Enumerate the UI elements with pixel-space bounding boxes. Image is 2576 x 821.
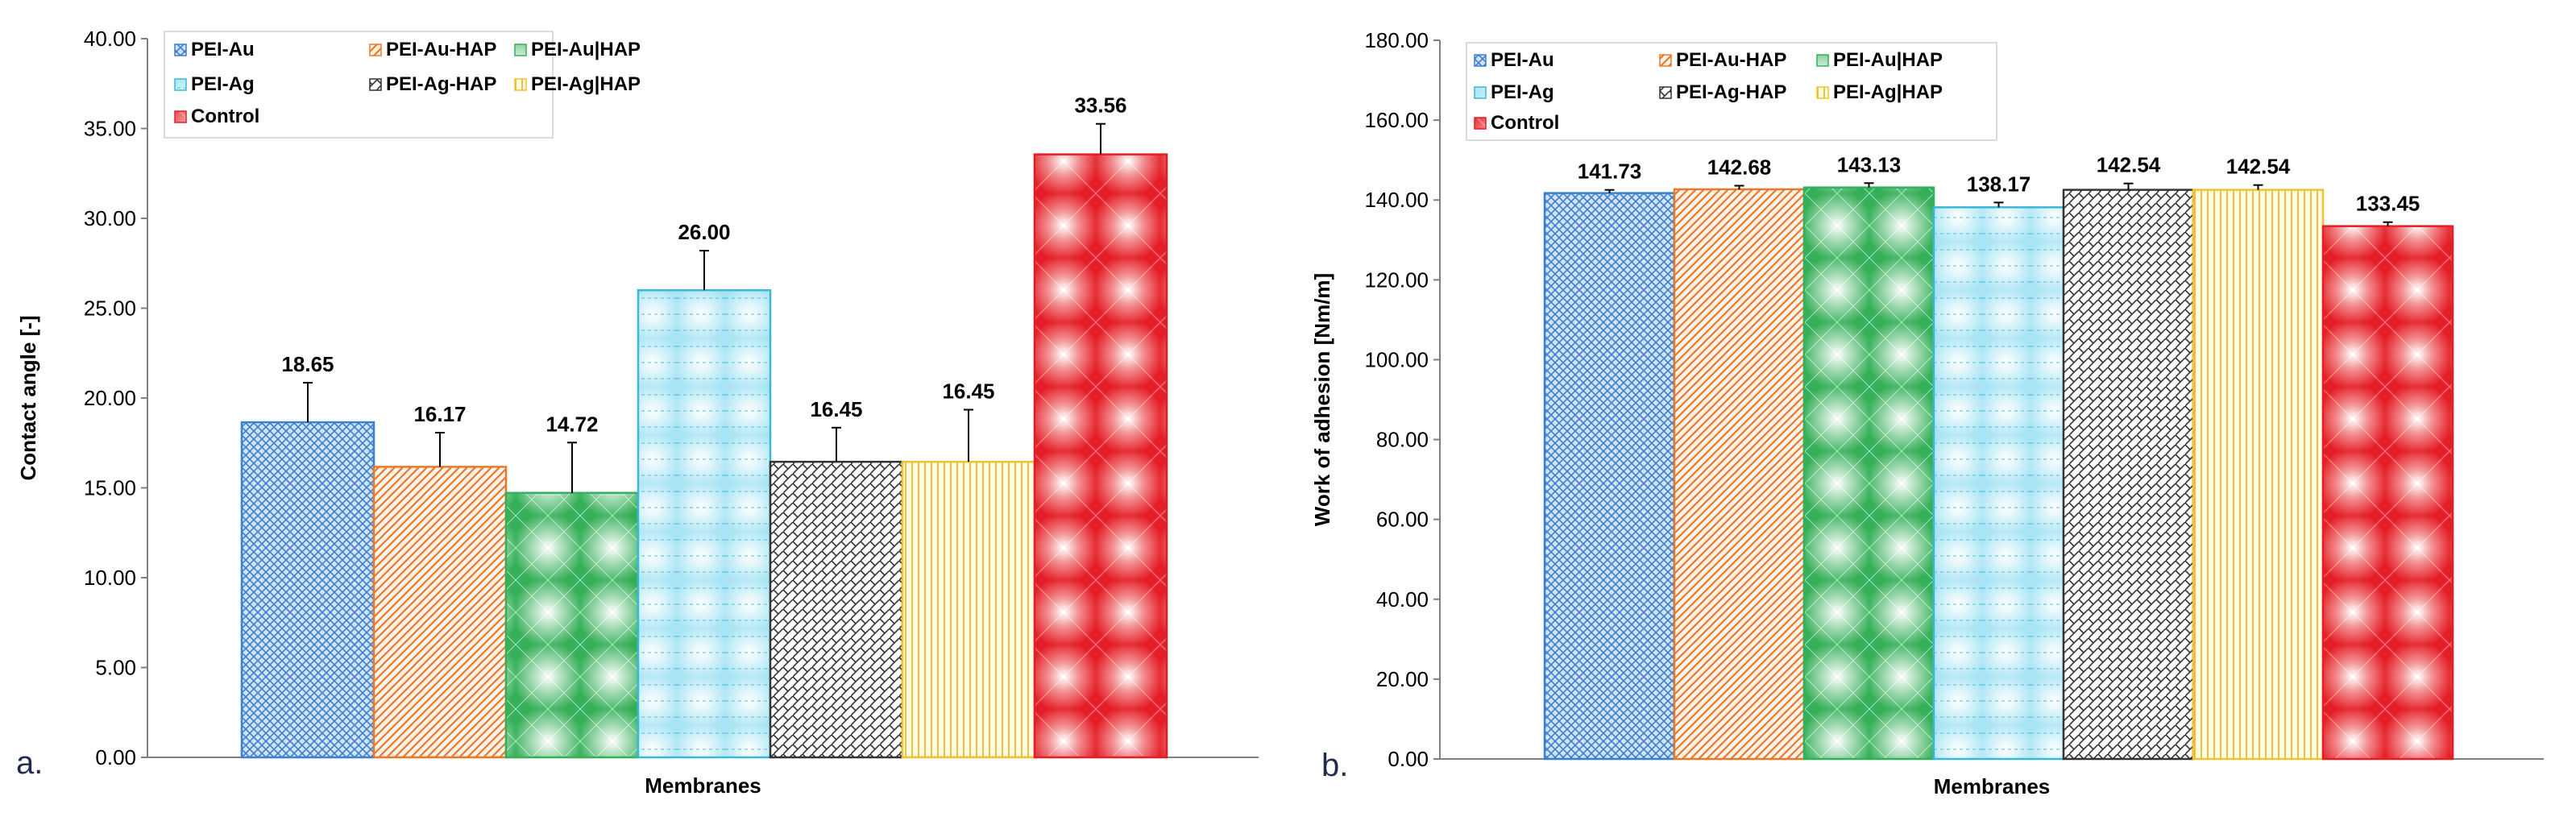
bar-control	[1033, 153, 1168, 759]
data-label: 33.56	[1074, 93, 1126, 118]
data-label: 16.17	[413, 402, 466, 426]
bar-pei-ag	[637, 288, 772, 759]
legend-label: PEI-Ag-HAP	[1676, 81, 1786, 103]
chart-panel-b: 0.00 20.00 40.00 60.00 80.00 100.00 120.00 140.…	[1310, 28, 2544, 798]
data-label: 138.17	[1967, 172, 2031, 196]
legend-swatch	[1659, 54, 1672, 67]
y-tick-label: 10.00	[84, 566, 136, 590]
panel-label: a.	[16, 745, 43, 781]
y-axis-title: Contact angle [-]	[16, 315, 40, 480]
legend-swatch	[174, 78, 187, 91]
bar-pei-au-hap	[504, 491, 640, 759]
legend-swatch	[369, 78, 382, 91]
legend-swatch	[514, 44, 527, 56]
bar-pei-ag	[1932, 206, 2065, 761]
panel-label: b.	[1321, 748, 1348, 783]
legend-label: PEI-Ag|HAP	[531, 73, 641, 95]
legend-label: PEI-Ag	[1491, 81, 1554, 103]
data-label: 143.13	[1837, 152, 1902, 176]
legend-label: PEI-Au|HAP	[1833, 49, 1943, 71]
legend-box	[164, 31, 554, 139]
legend-label: PEI-Au-HAP	[1676, 49, 1786, 71]
data-label: 133.45	[2356, 192, 2420, 216]
data-label: 18.65	[281, 352, 334, 376]
bar-pei-au-hap	[372, 466, 508, 759]
legend-label: PEI-Au|HAP	[531, 39, 641, 60]
bar-pei-ag-hap	[901, 460, 1036, 759]
x-axis-title: Membranes	[645, 773, 761, 798]
bar-pei-au	[1543, 192, 1676, 761]
legend-label: PEI-Ag|HAP	[1833, 81, 1943, 103]
bar-pei-ag-hap	[769, 460, 904, 759]
y-tick-label: 20.00	[1376, 667, 1429, 691]
legend-label: PEI-Ag-HAP	[386, 73, 496, 95]
y-tick-label: 35.00	[84, 117, 136, 141]
legend-swatch	[1474, 54, 1487, 67]
bar-pei-au-hap	[1673, 188, 1806, 761]
data-label: 142.54	[2226, 155, 2291, 179]
y-tick-label: 25.00	[84, 296, 136, 321]
data-label: 26.00	[678, 220, 730, 244]
legend-label: PEI-Au	[1491, 49, 1554, 71]
legend-swatch	[174, 110, 187, 123]
bar-pei-au-hap	[1802, 186, 1935, 761]
y-tick-label: 160.00	[1364, 108, 1429, 132]
data-label: 142.68	[1707, 155, 1772, 179]
y-tick-label: 180.00	[1364, 28, 1429, 52]
legend: PEI-Au PEI-Au-HAP PEI-Au|HAP PEI-Ag PEI-Ag-H…	[164, 31, 641, 139]
legend: PEI-Au PEI-Au-HAP PEI-Au|HAP PEI-Ag PEI-Ag-H…	[1466, 42, 1997, 141]
legend-label: Control	[191, 106, 259, 127]
y-tick-label: 80.00	[1376, 428, 1429, 452]
y-tick-label: 60.00	[1376, 508, 1429, 532]
legend-swatch	[1816, 86, 1829, 99]
y-tick-label: 140.00	[1364, 188, 1429, 212]
y-tick-label: 15.00	[84, 476, 136, 500]
bar-pei-ag-hap	[2062, 189, 2195, 761]
y-tick-label: 0.00	[1388, 747, 1429, 771]
chart-panel-a: 0.00 5.00 10.00 15.00 20.00 25.00 30.00 35.00 40…	[16, 27, 1259, 798]
legend-label: Control	[1491, 112, 1559, 134]
data-label: 142.54	[2097, 153, 2161, 177]
legend-swatch	[1816, 54, 1829, 67]
legend-label: PEI-Ag	[191, 73, 255, 95]
y-tick-label: 0.00	[95, 745, 136, 769]
bar-pei-au	[240, 421, 375, 759]
y-tick-label: 120.00	[1364, 267, 1429, 292]
data-label: 16.45	[942, 379, 994, 403]
x-axis-title: Membranes	[1934, 774, 2051, 798]
data-label: 141.73	[1578, 160, 1642, 184]
legend-label: PEI-Au-HAP	[386, 39, 496, 60]
legend-box	[1466, 42, 1997, 141]
y-tick-label: 40.00	[1376, 587, 1429, 612]
y-tick-label: 30.00	[84, 206, 136, 230]
legend-swatch	[514, 78, 527, 91]
y-axis-title: Work of adhesion [Nm/m]	[1310, 273, 1334, 526]
y-tick-label: 100.00	[1364, 347, 1429, 371]
data-label: 16.45	[810, 397, 862, 421]
legend-swatch	[174, 44, 187, 56]
bar-control	[2321, 225, 2454, 761]
legend-swatch	[369, 44, 382, 56]
legend-swatch	[1474, 86, 1487, 99]
y-tick-label: 40.00	[84, 27, 136, 51]
bar-pei-ag-hap	[2192, 189, 2325, 761]
legend-swatch	[1659, 86, 1672, 99]
data-label: 14.72	[545, 412, 598, 436]
y-tick-label: 20.00	[84, 386, 136, 410]
legend-swatch	[1474, 117, 1487, 130]
legend-label: PEI-Au	[191, 39, 255, 60]
y-tick-label: 5.00	[95, 656, 136, 680]
